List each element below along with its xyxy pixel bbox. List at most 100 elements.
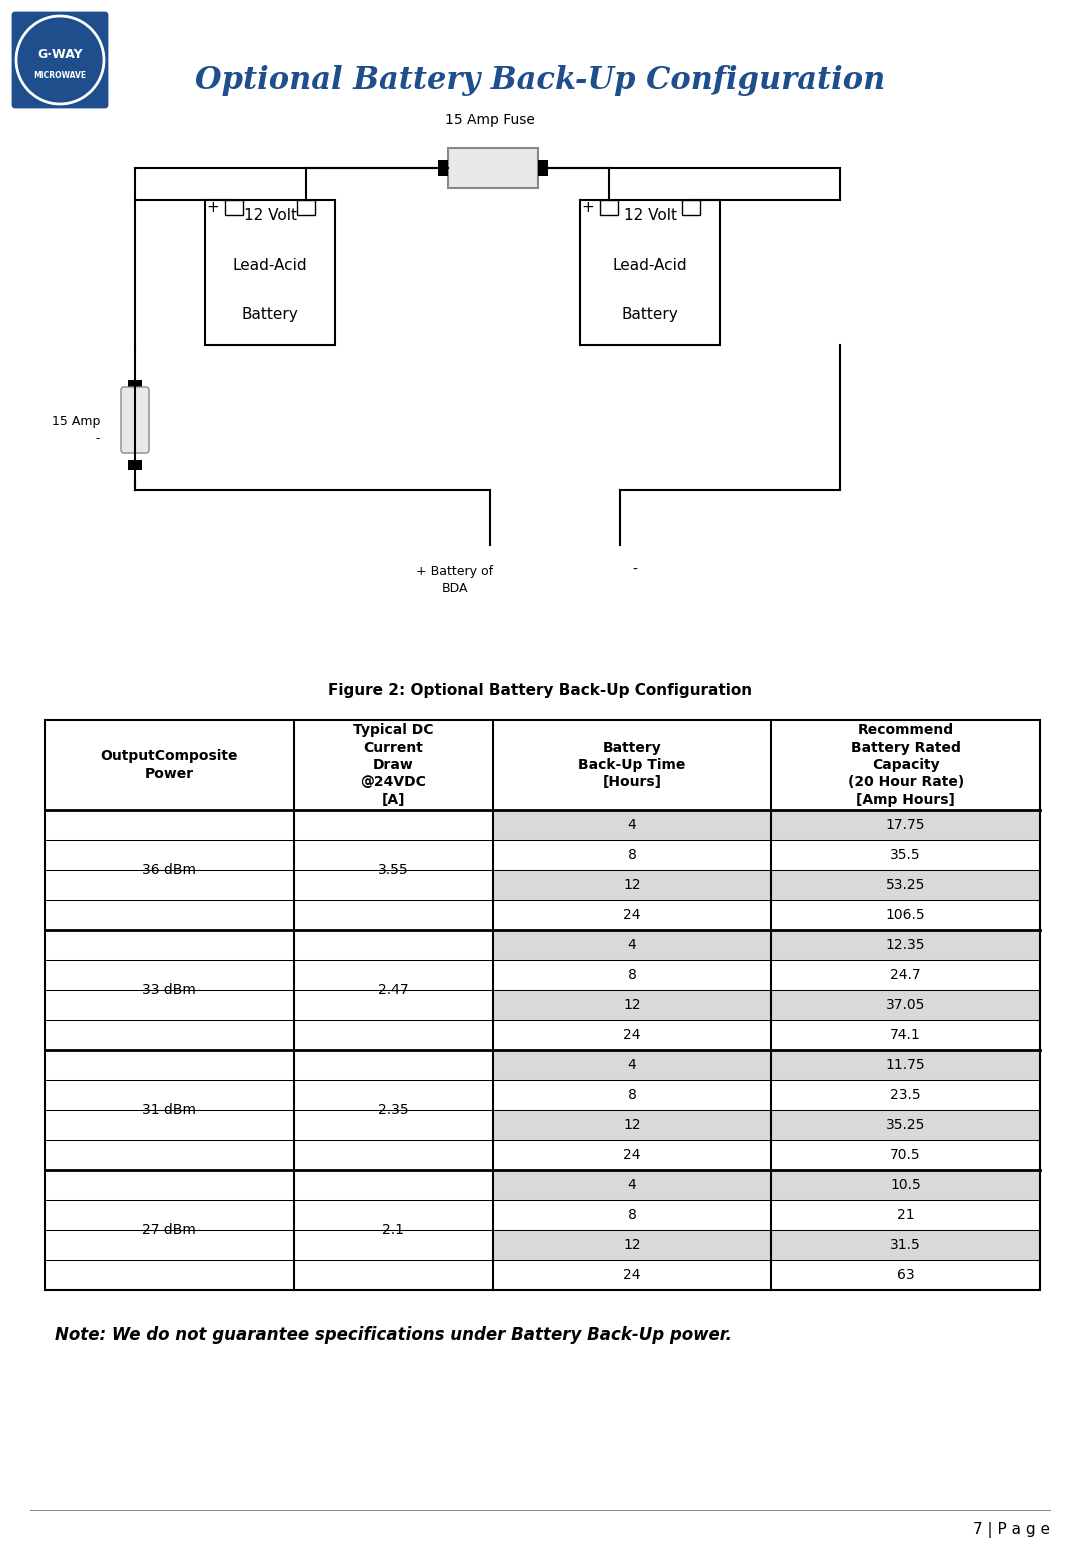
- Bar: [45, 960, 294, 991]
- Text: Typical DC
Current
Draw
@24VDC
[A]: Typical DC Current Draw @24VDC [A]: [353, 723, 433, 807]
- Text: 12: 12: [624, 1118, 641, 1132]
- Bar: [294, 930, 493, 960]
- Text: 53.25: 53.25: [886, 878, 925, 892]
- Text: + Battery of
BDA: + Battery of BDA: [416, 565, 494, 594]
- Text: 4: 4: [628, 1057, 637, 1073]
- Text: 3.55: 3.55: [378, 862, 409, 878]
- Text: 24.7: 24.7: [891, 968, 921, 981]
- Text: +: +: [206, 201, 219, 215]
- Text: 11.75: 11.75: [885, 1057, 925, 1073]
- Bar: [493, 1139, 772, 1170]
- Bar: [294, 1139, 493, 1170]
- Bar: [493, 841, 772, 870]
- Bar: [45, 841, 294, 870]
- Bar: [772, 930, 1040, 960]
- Bar: [294, 1020, 493, 1050]
- Bar: [294, 841, 493, 870]
- Text: 70.5: 70.5: [891, 1149, 921, 1163]
- FancyBboxPatch shape: [121, 387, 149, 454]
- Text: 2.1: 2.1: [383, 1223, 404, 1237]
- Text: +: +: [582, 201, 595, 215]
- Text: 17.75: 17.75: [886, 817, 925, 831]
- Text: 31 dBm: 31 dBm: [143, 1104, 197, 1118]
- Bar: [294, 1170, 493, 1200]
- Bar: [45, 1231, 294, 1260]
- Text: 63: 63: [897, 1268, 915, 1282]
- Text: G-WAY
MICROWAVE: G-WAY MICROWAVE: [26, 50, 94, 71]
- Bar: [45, 1260, 294, 1289]
- Text: Optional Battery Back-Up Configuration: Optional Battery Back-Up Configuration: [195, 65, 885, 96]
- Bar: [45, 1200, 294, 1231]
- Bar: [45, 1110, 294, 1139]
- Bar: [45, 1020, 294, 1050]
- Text: 33 dBm: 33 dBm: [143, 983, 197, 997]
- Bar: [772, 1231, 1040, 1260]
- Bar: [128, 379, 142, 390]
- Bar: [45, 1081, 294, 1110]
- Text: Note: We do not guarantee specifications under Battery Back-Up power.: Note: We do not guarantee specifications…: [55, 1327, 732, 1344]
- Bar: [493, 1050, 772, 1081]
- Text: 31.5: 31.5: [891, 1238, 921, 1252]
- Text: -: -: [632, 563, 638, 577]
- Text: 10.5: 10.5: [891, 1178, 921, 1192]
- Text: 12: 12: [624, 1238, 641, 1252]
- FancyBboxPatch shape: [13, 12, 107, 107]
- Bar: [45, 1050, 294, 1081]
- Bar: [772, 870, 1040, 899]
- Bar: [772, 1260, 1040, 1289]
- Text: 7 | P a g e: 7 | P a g e: [973, 1522, 1050, 1539]
- Bar: [772, 810, 1040, 841]
- Text: 8: 8: [628, 848, 637, 862]
- Bar: [294, 1050, 493, 1081]
- Bar: [600, 200, 618, 215]
- Bar: [580, 200, 720, 345]
- Bar: [294, 1231, 493, 1260]
- Text: 12 Volt

Lead-Acid

Battery: 12 Volt Lead-Acid Battery: [613, 209, 688, 322]
- Bar: [294, 991, 493, 1020]
- Bar: [493, 1081, 772, 1110]
- Bar: [45, 1139, 294, 1170]
- Text: 37.05: 37.05: [886, 998, 925, 1012]
- Bar: [493, 991, 772, 1020]
- Bar: [493, 930, 772, 960]
- Bar: [493, 899, 772, 930]
- Bar: [772, 1050, 1040, 1081]
- Text: 23.5: 23.5: [891, 1088, 921, 1102]
- Text: 106.5: 106.5: [885, 909, 925, 923]
- Text: 4: 4: [628, 938, 637, 952]
- Bar: [438, 159, 448, 176]
- Text: 35.5: 35.5: [891, 848, 921, 862]
- Bar: [45, 991, 294, 1020]
- Text: MICROWAVE: MICROWAVE: [34, 71, 86, 79]
- Text: 27 dBm: 27 dBm: [143, 1223, 197, 1237]
- Text: 2.47: 2.47: [378, 983, 409, 997]
- Text: 15 Amp
-: 15 Amp -: [52, 415, 101, 446]
- Bar: [772, 960, 1040, 991]
- Bar: [45, 899, 294, 930]
- Bar: [45, 810, 294, 841]
- Bar: [448, 149, 538, 187]
- Bar: [538, 159, 548, 176]
- Bar: [772, 1200, 1040, 1231]
- Bar: [772, 899, 1040, 930]
- Text: 21: 21: [897, 1207, 915, 1221]
- Bar: [772, 1081, 1040, 1110]
- Bar: [493, 960, 772, 991]
- Text: 12.35: 12.35: [886, 938, 925, 952]
- Bar: [128, 460, 142, 471]
- Text: G·WAY: G·WAY: [37, 48, 83, 62]
- Bar: [493, 1200, 772, 1231]
- Bar: [493, 1110, 772, 1139]
- Text: 12: 12: [624, 998, 641, 1012]
- Text: OutputComposite
Power: OutputComposite Power: [101, 749, 238, 780]
- Text: 36 dBm: 36 dBm: [143, 862, 197, 878]
- Text: 2.35: 2.35: [378, 1104, 409, 1118]
- Bar: [45, 720, 1040, 810]
- Text: 35.25: 35.25: [886, 1118, 925, 1132]
- Bar: [294, 1110, 493, 1139]
- Bar: [493, 1170, 772, 1200]
- Bar: [493, 870, 772, 899]
- Text: 8: 8: [628, 968, 637, 981]
- Text: 8: 8: [628, 1207, 637, 1221]
- Bar: [294, 899, 493, 930]
